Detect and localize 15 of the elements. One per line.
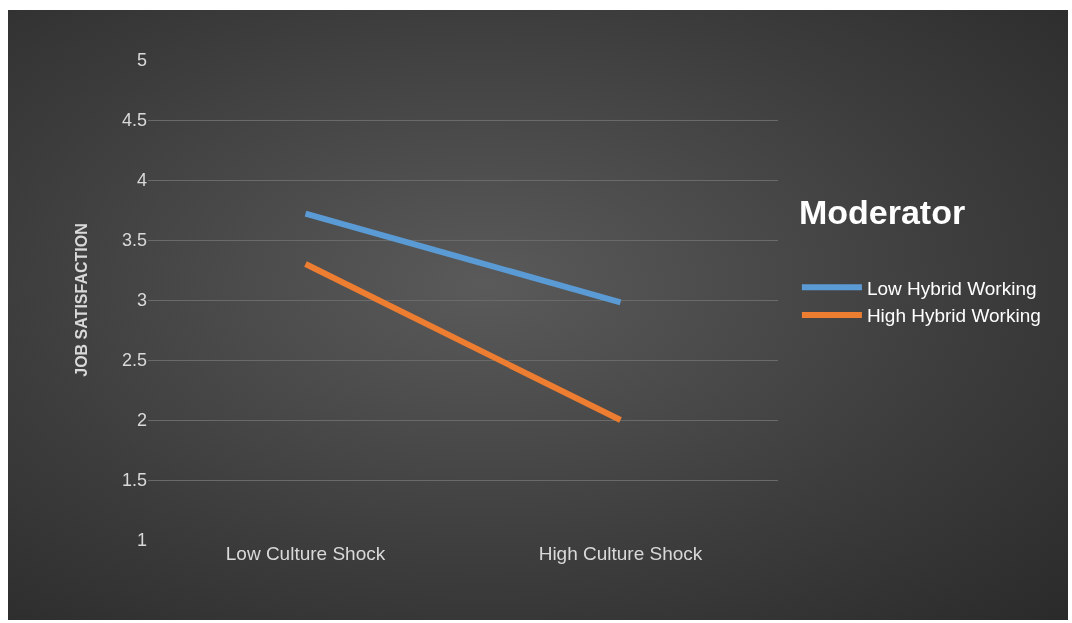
y-tick-label: 2 [136, 410, 147, 431]
y-tick-label: 4.5 [121, 110, 147, 131]
x-tick-label: Low Culture Shock [225, 543, 386, 564]
legend-label: High Hybrid Working [866, 305, 1041, 327]
y-tick-label: 3.5 [121, 230, 147, 251]
y-tick-label: 2.5 [121, 350, 147, 371]
y-tick-label: 4 [136, 170, 147, 191]
legend-title: Moderator [798, 193, 966, 232]
y-tick-label: 5 [136, 50, 147, 71]
x-tick-label: High Culture Shock [538, 543, 703, 564]
y-tick-label: 3 [136, 290, 147, 311]
y-tick-label: 1 [136, 530, 147, 551]
y-axis-title: JOB SATISFACTION [72, 223, 90, 377]
legend-label: Low Hybrid Working [866, 277, 1037, 299]
y-tick-label: 1.5 [121, 470, 147, 491]
